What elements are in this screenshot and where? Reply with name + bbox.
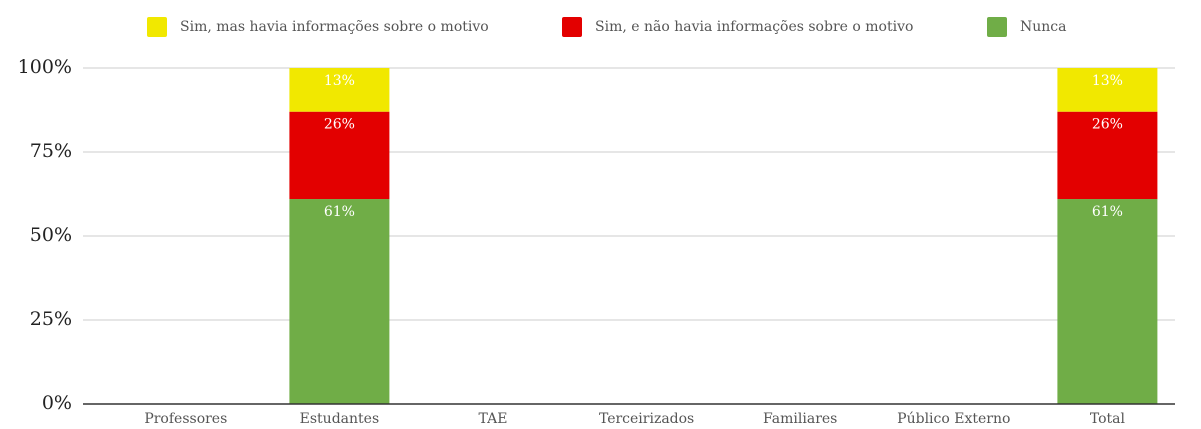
value-label: 61% [1092,204,1123,220]
x-tick-label: Familiares [763,411,837,425]
x-tick-label: Terceirizados [599,411,694,425]
bar-segment [1057,199,1158,404]
x-tick-label: Estudantes [300,411,379,425]
x-tick-label: Professores [144,411,227,425]
y-tick-label: 100% [18,56,72,78]
value-label: 13% [1092,73,1123,89]
y-tick-label: 25% [30,308,72,330]
x-tick-label: Público Externo [897,411,1010,425]
legend-label: Sim, e não havia informações sobre o mot… [595,19,913,35]
bar-segment [289,68,390,112]
bar-segment [289,199,390,404]
x-tick-label: TAE [479,411,508,425]
value-label: 13% [324,73,355,89]
legend-swatch [147,17,167,37]
legend-swatch [987,17,1007,37]
value-label: 26% [1092,117,1123,133]
value-label: 26% [324,117,355,133]
bar-segment [1057,111,1158,200]
bar-segment [289,111,390,200]
y-tick-label: 0% [42,392,72,414]
legend-label: Sim, mas havia informações sobre o motiv… [180,19,489,35]
legend-swatch [562,17,582,37]
y-tick-label: 50% [30,224,72,246]
bar-segment [1057,68,1158,112]
x-tick-label: Total [1090,411,1126,425]
value-label: 61% [324,204,355,220]
y-tick-label: 75% [30,140,72,162]
legend-label: Nunca [1020,19,1066,35]
